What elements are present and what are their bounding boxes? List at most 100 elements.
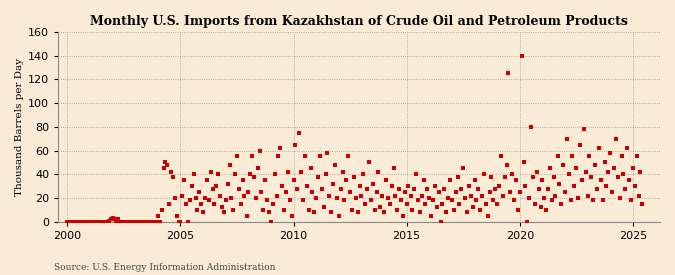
Point bbox=[420, 202, 431, 206]
Point bbox=[526, 125, 537, 129]
Point bbox=[335, 186, 346, 191]
Point bbox=[68, 219, 78, 224]
Point bbox=[445, 178, 456, 182]
Point bbox=[398, 214, 408, 218]
Point bbox=[629, 184, 640, 188]
Point bbox=[473, 186, 484, 191]
Point bbox=[405, 193, 416, 198]
Point bbox=[190, 196, 201, 200]
Point bbox=[75, 219, 86, 224]
Point bbox=[572, 196, 583, 200]
Point bbox=[605, 151, 616, 155]
Y-axis label: Thousand Barrels per Day: Thousand Barrels per Day bbox=[15, 58, 24, 196]
Point bbox=[343, 154, 354, 159]
Point bbox=[146, 219, 157, 224]
Point bbox=[250, 196, 261, 200]
Point bbox=[452, 174, 463, 179]
Point bbox=[576, 178, 587, 182]
Point bbox=[618, 172, 628, 177]
Point bbox=[524, 196, 535, 200]
Point bbox=[196, 202, 207, 206]
Point bbox=[401, 202, 412, 206]
Point bbox=[426, 214, 437, 218]
Point bbox=[141, 219, 152, 224]
Point bbox=[620, 186, 631, 191]
Point bbox=[539, 196, 549, 200]
Point bbox=[362, 186, 373, 191]
Point bbox=[616, 154, 627, 159]
Point bbox=[74, 219, 84, 224]
Point bbox=[492, 202, 503, 206]
Point bbox=[394, 186, 404, 191]
Point bbox=[418, 178, 429, 182]
Point bbox=[450, 190, 461, 194]
Point bbox=[198, 210, 209, 214]
Point bbox=[155, 219, 165, 224]
Point bbox=[115, 219, 126, 224]
Point bbox=[209, 202, 220, 206]
Point bbox=[273, 154, 284, 159]
Point bbox=[484, 190, 495, 194]
Point bbox=[479, 172, 489, 177]
Point bbox=[194, 190, 205, 194]
Point bbox=[383, 196, 394, 200]
Point bbox=[550, 193, 561, 198]
Point bbox=[422, 186, 433, 191]
Point bbox=[381, 178, 392, 182]
Point bbox=[101, 219, 112, 224]
Point bbox=[424, 196, 435, 200]
Point bbox=[113, 217, 124, 222]
Point bbox=[158, 166, 169, 170]
Point bbox=[590, 163, 601, 167]
Point bbox=[533, 186, 544, 191]
Point bbox=[84, 219, 95, 224]
Point bbox=[429, 184, 440, 188]
Point bbox=[132, 219, 142, 224]
Point bbox=[96, 219, 107, 224]
Point bbox=[92, 219, 103, 224]
Point bbox=[503, 71, 514, 76]
Point bbox=[317, 186, 327, 191]
Point bbox=[227, 208, 238, 212]
Point bbox=[220, 198, 231, 203]
Point bbox=[458, 166, 468, 170]
Point bbox=[493, 184, 504, 188]
Point bbox=[139, 219, 150, 224]
Point bbox=[234, 186, 244, 191]
Point bbox=[626, 198, 637, 203]
Point bbox=[477, 193, 487, 198]
Point bbox=[294, 131, 304, 135]
Point bbox=[375, 205, 385, 210]
Point bbox=[169, 196, 180, 200]
Point bbox=[239, 193, 250, 198]
Point bbox=[177, 193, 188, 198]
Point bbox=[588, 198, 599, 203]
Point bbox=[288, 178, 299, 182]
Point bbox=[547, 198, 558, 203]
Point bbox=[578, 127, 589, 131]
Point bbox=[328, 182, 339, 186]
Point bbox=[173, 219, 184, 224]
Point bbox=[545, 166, 556, 170]
Point bbox=[488, 198, 499, 203]
Point bbox=[358, 172, 369, 177]
Point bbox=[584, 154, 595, 159]
Point bbox=[392, 208, 402, 212]
Point bbox=[558, 163, 568, 167]
Point bbox=[215, 193, 225, 198]
Point bbox=[384, 202, 395, 206]
Point bbox=[171, 214, 182, 218]
Point bbox=[153, 214, 163, 218]
Point bbox=[454, 202, 465, 206]
Point bbox=[565, 198, 576, 203]
Point bbox=[281, 190, 292, 194]
Point bbox=[541, 208, 551, 212]
Point bbox=[571, 166, 582, 170]
Point bbox=[614, 196, 625, 200]
Point bbox=[431, 205, 442, 210]
Point bbox=[339, 198, 350, 203]
Point bbox=[363, 160, 374, 165]
Point bbox=[143, 219, 154, 224]
Point bbox=[439, 186, 450, 191]
Point bbox=[612, 174, 623, 179]
